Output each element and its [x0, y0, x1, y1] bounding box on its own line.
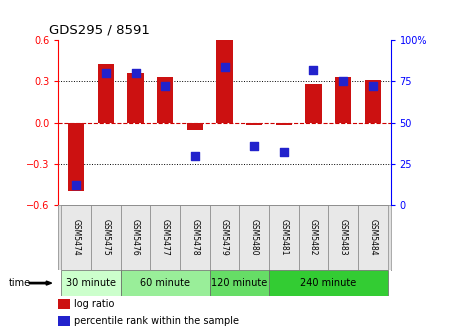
Text: GSM5482: GSM5482: [309, 219, 318, 256]
Bar: [328, 205, 358, 270]
Point: [162, 84, 169, 89]
Text: GSM5474: GSM5474: [72, 219, 81, 256]
Text: GSM5480: GSM5480: [250, 219, 259, 256]
Bar: [335, 77, 351, 123]
Point: [310, 67, 317, 73]
Bar: [365, 80, 381, 123]
Bar: [187, 123, 203, 129]
Text: GSM5476: GSM5476: [131, 219, 140, 256]
Text: 120 minute: 120 minute: [211, 278, 268, 288]
Bar: [305, 84, 321, 123]
Text: GSM5483: GSM5483: [339, 219, 348, 256]
Bar: [358, 205, 387, 270]
Text: percentile rank within the sample: percentile rank within the sample: [74, 316, 239, 326]
Text: 240 minute: 240 minute: [300, 278, 357, 288]
Text: GSM5475: GSM5475: [101, 219, 110, 256]
Bar: [210, 205, 239, 270]
Bar: [62, 205, 91, 270]
Text: log ratio: log ratio: [74, 299, 114, 309]
Text: 60 minute: 60 minute: [140, 278, 190, 288]
Text: GDS295 / 8591: GDS295 / 8591: [49, 24, 150, 37]
Bar: [269, 205, 299, 270]
Point: [73, 182, 80, 188]
Point: [280, 150, 287, 155]
Text: GSM5484: GSM5484: [368, 219, 377, 256]
Text: GSM5479: GSM5479: [220, 219, 229, 256]
Bar: [62, 270, 121, 296]
Point: [221, 64, 228, 69]
Bar: [121, 205, 150, 270]
Point: [102, 71, 110, 76]
Bar: [157, 77, 173, 123]
Bar: [150, 205, 180, 270]
Point: [132, 71, 139, 76]
Bar: [246, 123, 262, 125]
Text: GSM5478: GSM5478: [190, 219, 199, 256]
Bar: [121, 270, 210, 296]
Bar: [91, 205, 121, 270]
Bar: [216, 40, 233, 123]
Text: time: time: [9, 278, 31, 288]
Text: 30 minute: 30 minute: [66, 278, 116, 288]
Bar: [276, 123, 292, 125]
Point: [369, 84, 376, 89]
Bar: [98, 64, 114, 123]
Bar: [239, 205, 269, 270]
Bar: [68, 123, 84, 191]
Bar: [180, 205, 210, 270]
Point: [191, 153, 198, 158]
Point: [339, 79, 347, 84]
Bar: [269, 270, 387, 296]
Bar: [128, 73, 144, 123]
Bar: [210, 270, 269, 296]
Text: GSM5477: GSM5477: [161, 219, 170, 256]
Text: GSM5481: GSM5481: [279, 219, 288, 256]
Bar: [299, 205, 328, 270]
Point: [251, 143, 258, 149]
